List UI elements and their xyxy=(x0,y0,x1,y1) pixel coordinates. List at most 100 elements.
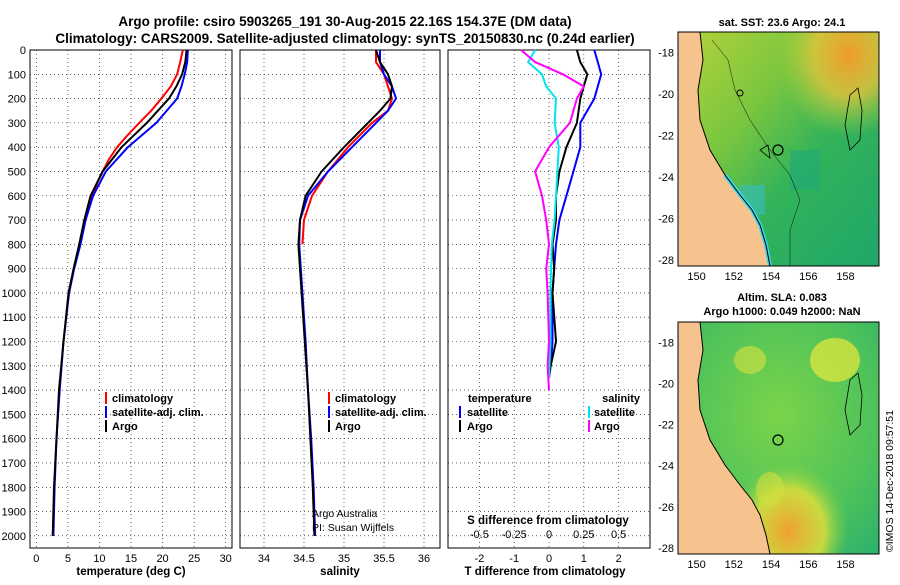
sst-contour-line xyxy=(711,39,801,266)
x-tick-label: 35.5 xyxy=(373,553,394,565)
s-tick-label: 0.25 xyxy=(573,529,594,541)
depth-tick-label: 300 xyxy=(8,118,26,130)
sst-island-marker xyxy=(736,89,744,97)
lon-tick-label: 154 xyxy=(762,271,780,283)
lon-tick-label: 154 xyxy=(762,559,780,571)
lat-tick-label: -26 xyxy=(658,502,674,514)
difference-panel: -2 -1 0 1 2 -0.5 -0.25 0 0.25 0.5 S difference f… xyxy=(447,49,651,578)
lat-tick-label: -18 xyxy=(658,338,674,350)
sla-land xyxy=(678,322,770,554)
depth-tick-label: 0 xyxy=(20,45,26,57)
sla-map-title-line-2: Argo h1000: 0.049 h2000: NaN xyxy=(703,306,860,318)
x-tick-label: 34 xyxy=(258,553,270,565)
sla-coastline xyxy=(697,321,771,555)
salinity-lines xyxy=(297,49,397,536)
x-tick-label: 0 xyxy=(33,553,39,565)
lat-tick-label: -22 xyxy=(658,131,674,143)
depth-tick-label: 900 xyxy=(8,264,26,276)
difference-legend-salinity-argo: Argo xyxy=(594,421,620,433)
credit-line-1: Argo Australia xyxy=(312,508,378,520)
depth-tick-label: 1700 xyxy=(2,458,26,470)
depth-tick-label: 100 xyxy=(8,69,26,81)
sla-lon-ticks: 150 152 154 156 158 xyxy=(687,559,854,571)
lat-tick-label: -22 xyxy=(658,420,674,432)
credit-line-2: PI: Susan Wijffels xyxy=(312,522,394,534)
depth-tick-label: 1200 xyxy=(2,337,26,349)
sst-coastline xyxy=(697,31,771,267)
difference-legend-temperature-satellite: satellite xyxy=(467,407,508,419)
sla-map-title-line-1: Altim. SLA: 0.083 xyxy=(737,292,827,304)
imos-watermark: ©IMOS 14-Dec-2018 09:57:51 xyxy=(884,410,896,552)
lon-tick-label: 158 xyxy=(836,559,854,571)
salinity-gridlines xyxy=(240,49,440,548)
lon-tick-label: 152 xyxy=(725,271,743,283)
x-tick-label: 1 xyxy=(581,553,587,565)
sst-map-title: sat. SST: 23.6 Argo: 24.1 xyxy=(719,17,846,29)
lat-tick-label: -18 xyxy=(658,48,674,60)
salinity-legend-argo: Argo xyxy=(335,421,361,433)
depth-tick-label: 1000 xyxy=(2,288,26,300)
difference-t-xlabel: T difference from climatology xyxy=(464,566,626,578)
difference-s-ticks: -0.5 -0.25 0 0.25 0.5 xyxy=(470,529,626,541)
salinity-xlabel: salinity xyxy=(320,566,360,578)
depth-tick-label: 700 xyxy=(8,215,26,227)
depth-tick-label: 1100 xyxy=(2,312,26,324)
x-tick-label: 10 xyxy=(93,553,105,565)
sst-argo-position xyxy=(772,144,784,156)
lon-tick-label: 156 xyxy=(799,559,817,571)
sst-map: sat. SST: 23.6 Argo: 24.1 -18 -20 -22 -24 -2… xyxy=(658,17,880,283)
depth-tick-label: 1500 xyxy=(2,409,26,421)
depth-tick-labels: 0 100 200 300 400 500 600 700 800 900 1000 1100 1200… xyxy=(2,45,26,543)
x-tick-label: 35 xyxy=(338,553,350,565)
sst-land xyxy=(678,32,770,266)
temperature-legend-climatology: climatology xyxy=(112,393,174,405)
lon-tick-label: 150 xyxy=(687,559,705,571)
temperature-legend: climatology satellite-adj. clim. Argo xyxy=(105,392,204,433)
title-line-1: Argo profile: csiro 5903265_191 30-Aug-2… xyxy=(118,14,571,29)
salinity-legend-satellite: satellite-adj. clim. xyxy=(335,407,427,419)
series-line-salinity-argo xyxy=(520,49,585,391)
difference-legend: temperature satellite Argo salinity sate… xyxy=(459,393,641,433)
lat-tick-label: -28 xyxy=(658,543,674,555)
temperature-legend-argo: Argo xyxy=(112,421,138,433)
series-line-argo xyxy=(297,49,393,536)
lon-tick-label: 152 xyxy=(725,559,743,571)
salinity-x-ticks: 34 34.5 35 35.5 36 xyxy=(258,553,430,565)
temperature-panel: 0100200300400500600700800900100011001200… xyxy=(2,45,233,578)
depth-tick-label: 2000 xyxy=(2,531,26,543)
lat-tick-label: -28 xyxy=(658,255,674,267)
lat-tick-label: -20 xyxy=(658,89,674,101)
salinity-panel: 34 34.5 35 35.5 36 salinity climatology sate… xyxy=(239,49,441,578)
difference-legend-temperature-title: temperature xyxy=(468,393,532,405)
s-tick-label: -0.5 xyxy=(470,529,489,541)
x-tick-label: 30 xyxy=(220,553,232,565)
series-line-argo xyxy=(51,49,188,536)
lat-tick-label: -20 xyxy=(658,379,674,391)
temperature-gridlines xyxy=(30,49,232,548)
x-tick-label: 15 xyxy=(125,553,137,565)
x-tick-label: 2 xyxy=(616,553,622,565)
difference-legend-temperature-argo: Argo xyxy=(467,421,493,433)
lat-tick-label: -24 xyxy=(658,172,674,184)
temperature-legend-satellite: satellite-adj. clim. xyxy=(112,407,204,419)
depth-tick-label: 400 xyxy=(8,142,26,154)
title-line-2: Climatology: CARS2009. Satellite-adjuste… xyxy=(55,31,634,46)
sst-reef-contour xyxy=(759,87,863,159)
s-tick-label: 0 xyxy=(546,529,552,541)
lon-tick-label: 150 xyxy=(687,271,705,283)
difference-lines xyxy=(520,49,603,391)
sla-map: Altim. SLA: 0.083 Argo h1000: 0.049 h200… xyxy=(658,292,880,571)
difference-legend-salinity-satellite: satellite xyxy=(594,407,635,419)
lon-tick-label: 158 xyxy=(836,271,854,283)
depth-tick-label: 1300 xyxy=(2,361,26,373)
depth-tick-label: 1800 xyxy=(2,482,26,494)
difference-s-xlabel: S difference from climatology xyxy=(467,515,629,527)
depth-tick-label: 1900 xyxy=(2,507,26,519)
sla-argo-position xyxy=(772,434,784,446)
salinity-legend: climatology satellite-adj. clim. Argo xyxy=(328,392,427,433)
temperature-lines xyxy=(51,49,189,536)
depth-tick-label: 800 xyxy=(8,239,26,251)
lat-tick-label: -24 xyxy=(658,461,674,473)
x-tick-label: -1 xyxy=(509,553,519,565)
